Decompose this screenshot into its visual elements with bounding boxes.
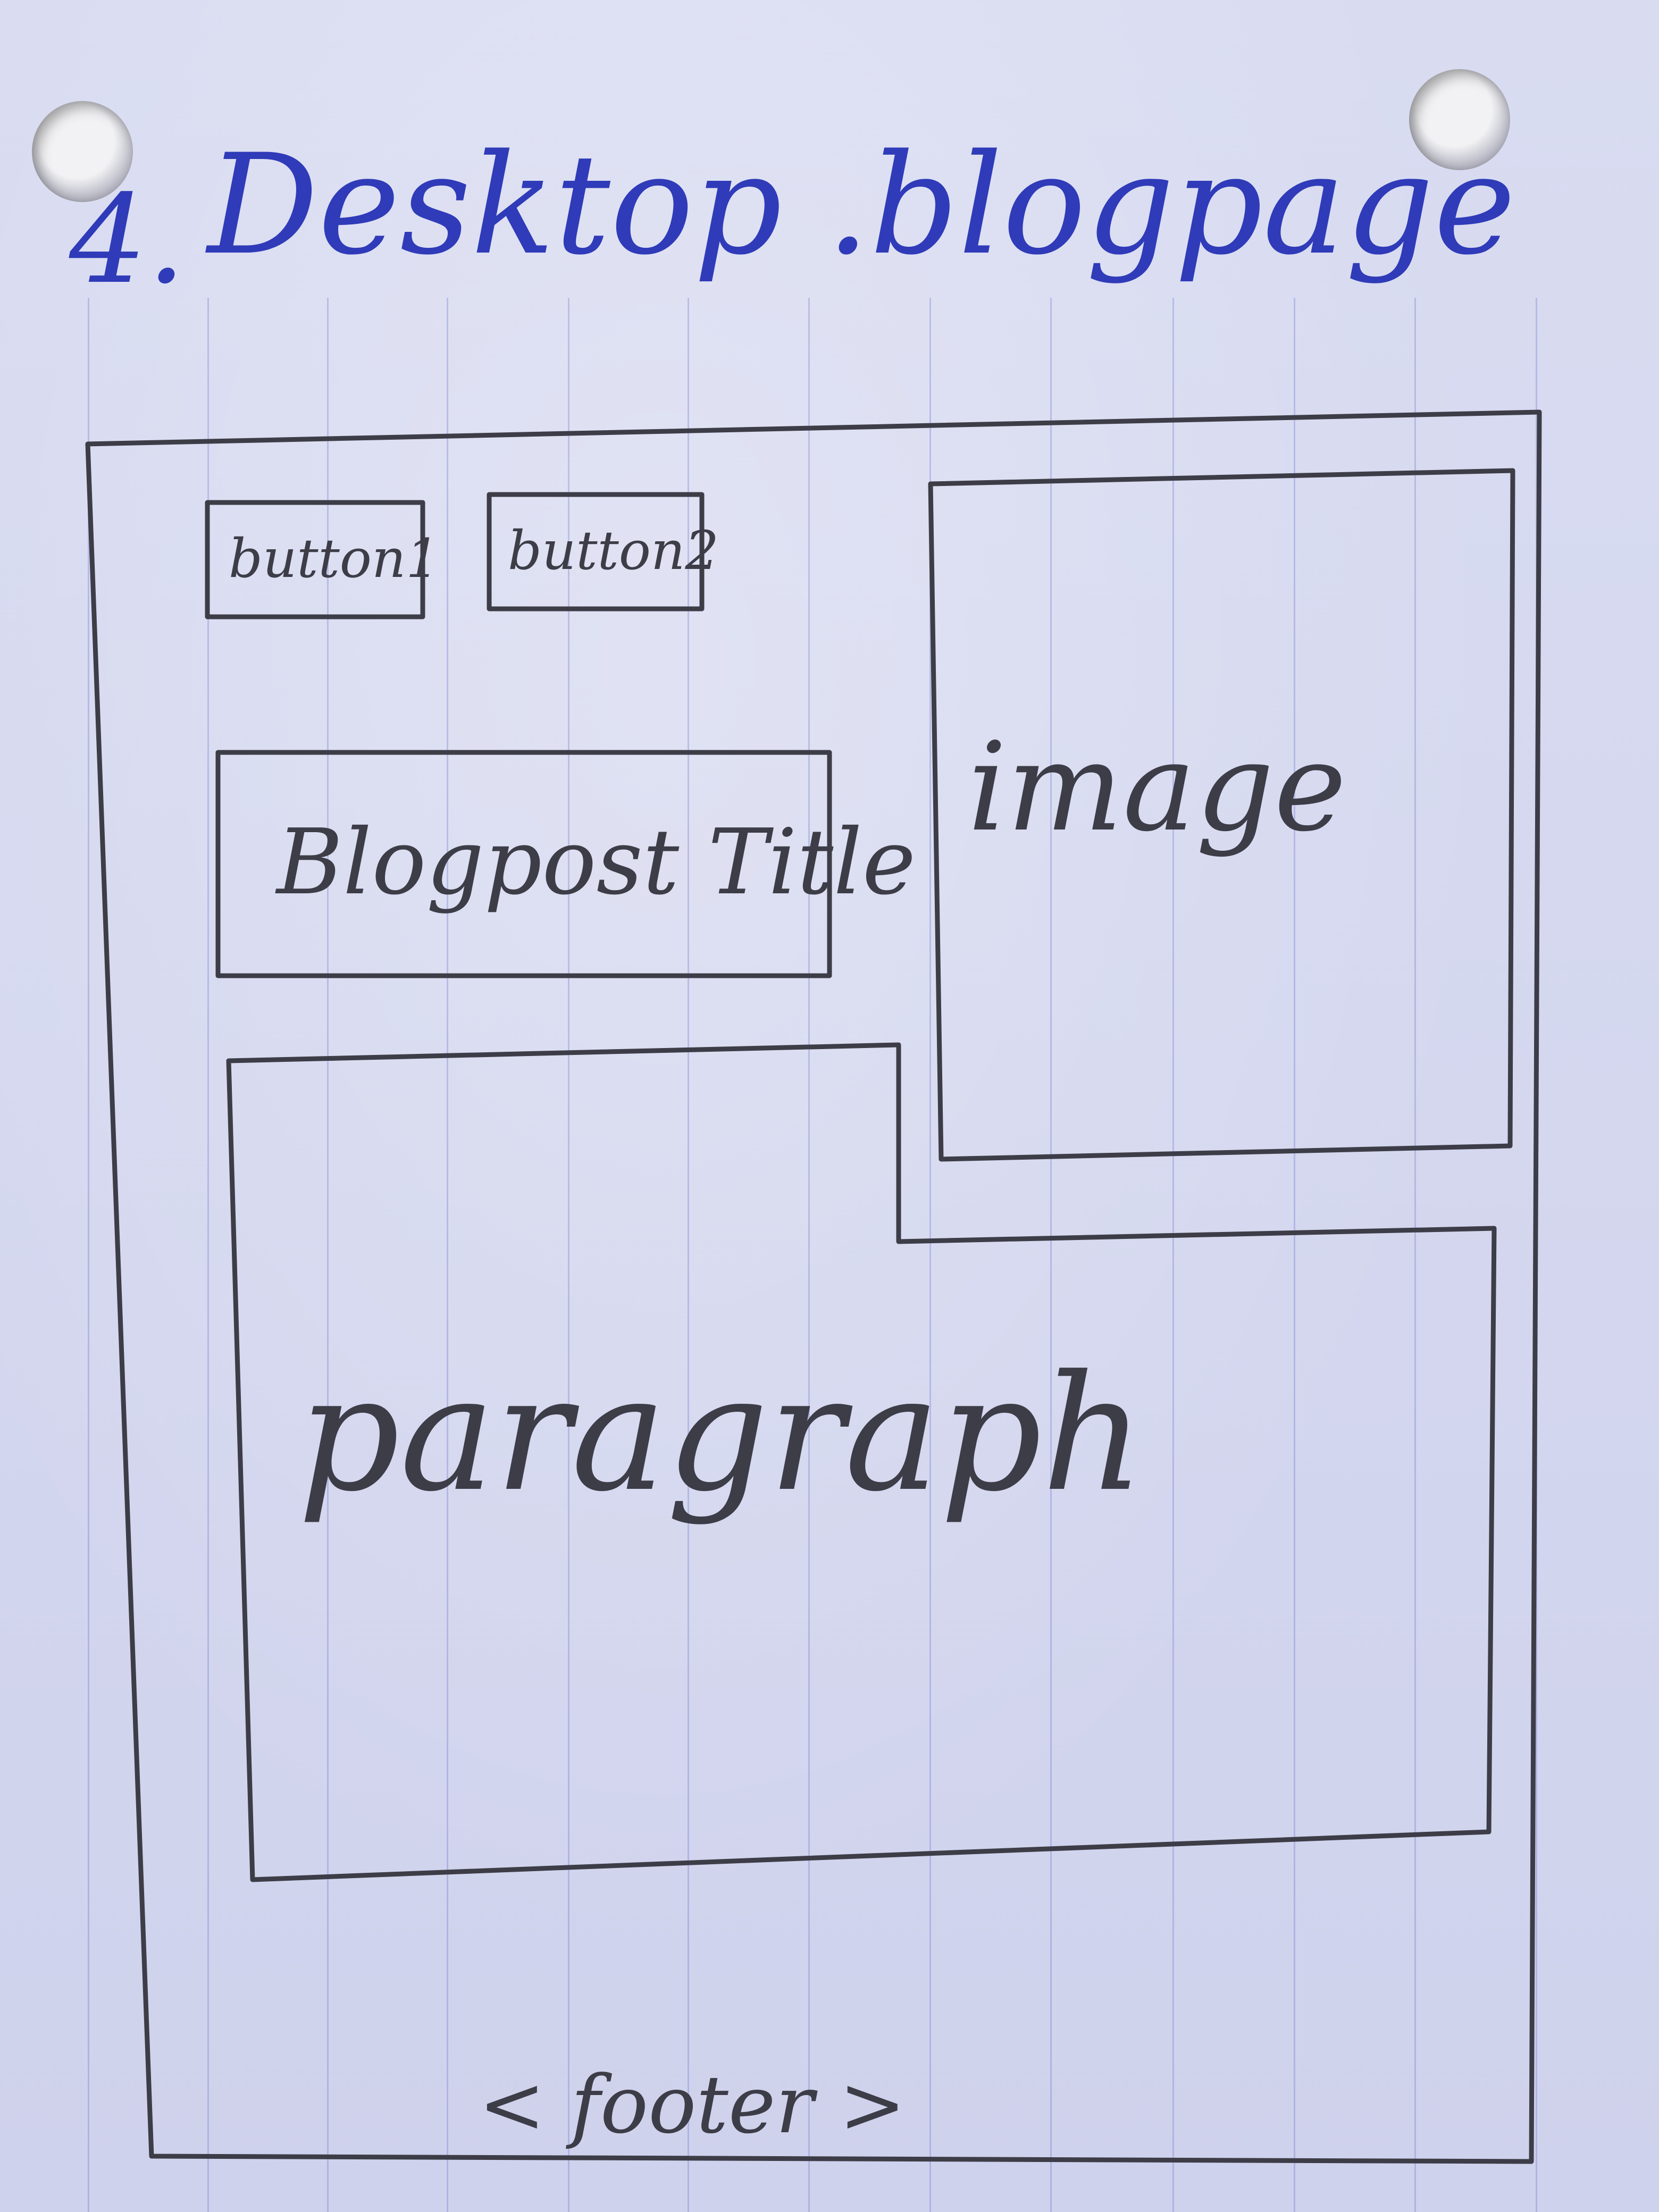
button1-box bbox=[205, 500, 425, 619]
ruling-line bbox=[327, 298, 329, 2212]
ruling-line bbox=[568, 298, 569, 2212]
punch-hole-left bbox=[32, 101, 133, 202]
paragraph-box bbox=[226, 1042, 1497, 1882]
ruling-line bbox=[1414, 298, 1416, 2212]
punch-hole-right bbox=[1409, 69, 1510, 170]
ruling-line bbox=[1050, 298, 1052, 2212]
ruling-line bbox=[1172, 298, 1174, 2212]
ruling-line bbox=[808, 298, 810, 2212]
button1-label: button1 bbox=[229, 527, 440, 590]
image-box bbox=[928, 468, 1515, 1162]
button2-box bbox=[487, 492, 705, 611]
footer-label: < footer > bbox=[479, 2059, 906, 2151]
ruling-line bbox=[207, 298, 209, 2212]
blog-title-label: Blogpost Title bbox=[275, 810, 916, 915]
heading-title: Desktop .blogpage bbox=[205, 125, 1515, 286]
blog-title-box bbox=[215, 750, 832, 978]
ruling-line bbox=[88, 298, 89, 2212]
button2-label: button2 bbox=[508, 520, 719, 582]
heading-number: 4. bbox=[69, 169, 186, 311]
image-label: image bbox=[968, 717, 1346, 859]
paragraph-label: paragraph bbox=[298, 1341, 1145, 1527]
ruling-line bbox=[447, 298, 448, 2212]
ruling-line bbox=[688, 298, 689, 2212]
ruling-line bbox=[1294, 298, 1295, 2212]
page-frame bbox=[85, 409, 1542, 2164]
ruling-line bbox=[929, 298, 931, 2212]
